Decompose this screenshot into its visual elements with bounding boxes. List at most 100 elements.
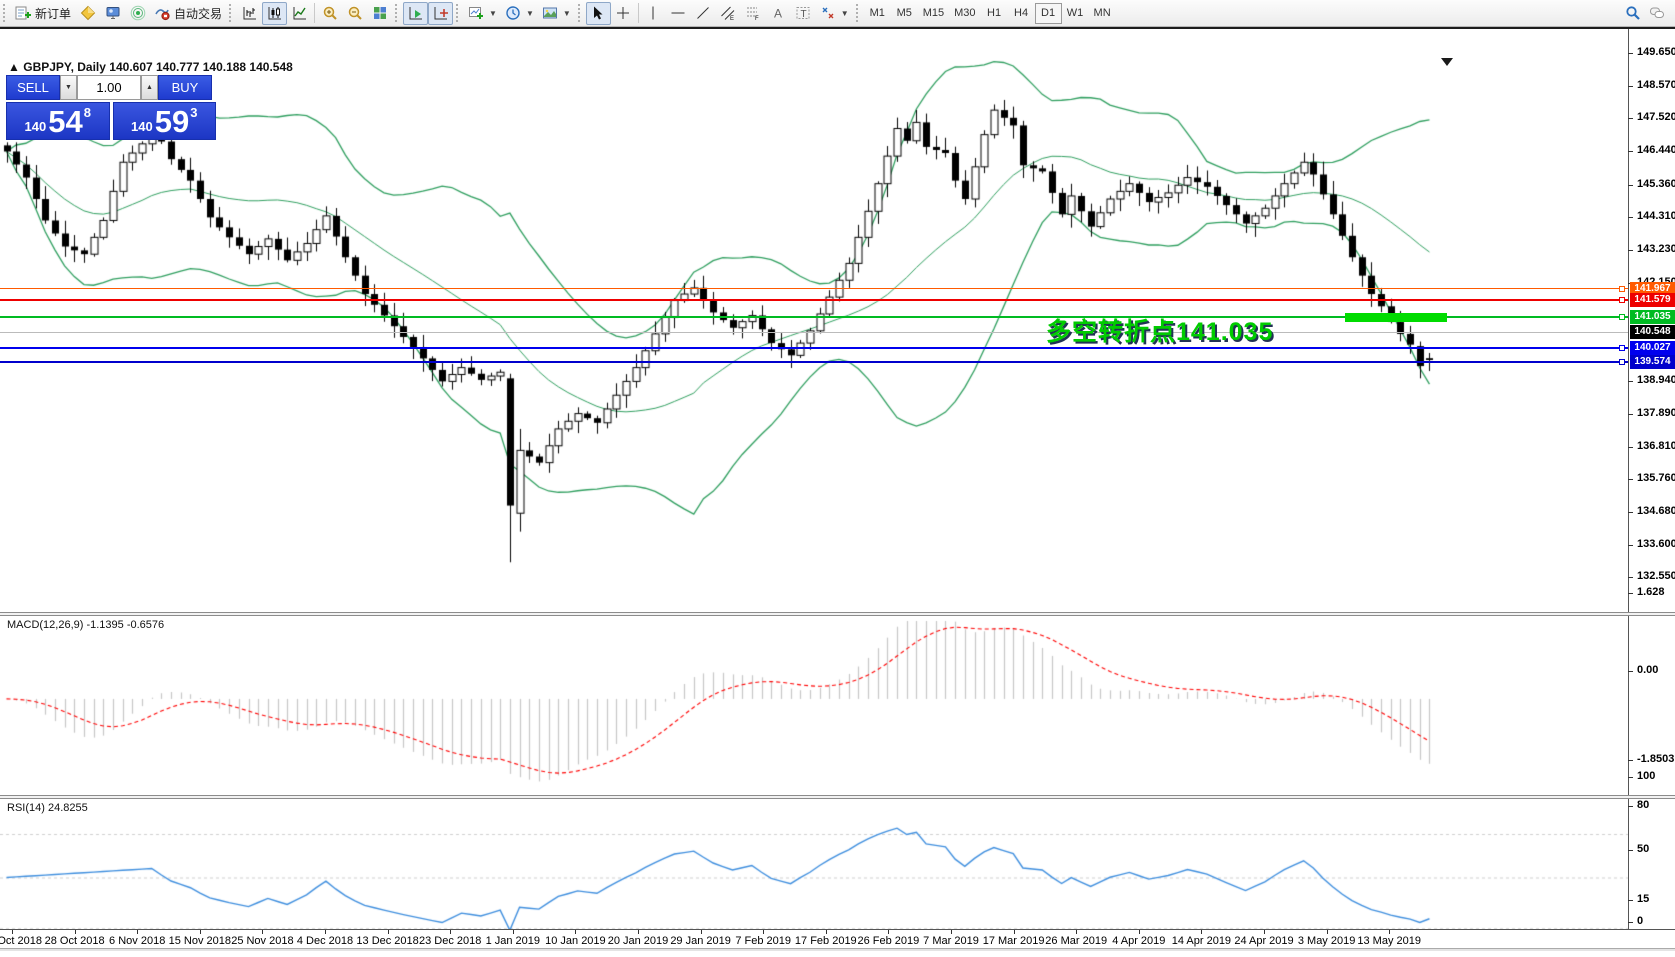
terminal-button[interactable] <box>100 2 125 25</box>
templates-dropdown[interactable]: ▼ <box>538 2 575 25</box>
price-tick <box>1628 86 1633 88</box>
text-button[interactable]: A <box>766 2 791 25</box>
channel-button[interactable]: E <box>716 2 741 25</box>
price-tick <box>1628 446 1633 448</box>
horizontal-level-line[interactable] <box>0 360 1628 363</box>
arrows-dropdown[interactable]: ▼ <box>816 2 853 25</box>
chat-icon[interactable] <box>1649 5 1665 21</box>
timeframe-button-w1[interactable]: W1 <box>1066 7 1084 19</box>
timeframe-button-d1[interactable]: D1 <box>1034 2 1062 24</box>
clock-icon <box>506 6 520 20</box>
date-tick <box>387 930 389 934</box>
metaeditor-button[interactable] <box>75 2 100 25</box>
auto-scroll-button[interactable] <box>403 1 429 25</box>
hline-handle[interactable] <box>1619 314 1625 321</box>
timeframe-button-m1[interactable]: M1 <box>869 7 885 19</box>
macd-canvas[interactable] <box>0 616 1628 795</box>
hline-handle[interactable] <box>1619 358 1625 365</box>
hline-handle[interactable] <box>1619 297 1625 304</box>
new-order-button[interactable]: 新订单 <box>11 2 75 25</box>
horizontal-line-button[interactable] <box>666 2 691 25</box>
autotrading-button[interactable]: 自动交易 <box>150 2 226 25</box>
sell-button[interactable]: SELL <box>6 75 60 100</box>
zoom-out-button[interactable] <box>342 2 367 25</box>
price-level-label: 141.967 <box>1630 281 1675 296</box>
price-tick <box>1628 216 1633 218</box>
pane-splitter[interactable] <box>0 795 1675 799</box>
date-label: 6 Nov 2018 <box>109 935 166 947</box>
candlestick-canvas[interactable] <box>0 57 1628 612</box>
candlestick-chart-button[interactable] <box>262 1 288 25</box>
price-level-label: 141.035 <box>1630 310 1675 325</box>
date-tick <box>450 930 452 934</box>
buy-price-prefix: 140 <box>131 119 153 134</box>
price-tick-label: 148.570 <box>1637 79 1675 92</box>
caret-down-icon: ▼ <box>489 8 497 18</box>
sell-price-sup: 8 <box>83 105 91 120</box>
timeframe-button-m15[interactable]: M15 <box>922 7 945 19</box>
horizontal-level-line[interactable] <box>0 299 1628 302</box>
bar-chart-icon <box>243 7 256 20</box>
vertical-line-button[interactable] <box>641 2 666 25</box>
tile-windows-button[interactable] <box>367 2 392 25</box>
trendline-button[interactable] <box>691 2 716 25</box>
svg-text:F: F <box>755 16 759 21</box>
toolbar-grip <box>229 4 234 22</box>
zoom-in-button[interactable] <box>317 2 342 25</box>
toolbar-grip <box>456 4 461 22</box>
date-tick <box>1264 930 1265 934</box>
date-label: 29 Jan 2019 <box>670 935 731 947</box>
toolbar-separator <box>637 3 639 23</box>
highlight-bar[interactable] <box>1345 313 1447 322</box>
price-level-label: 140.548 <box>1630 325 1675 339</box>
pivot-annotation[interactable]: 多空转折点141.035 <box>1046 318 1274 346</box>
period-dropdown[interactable]: ▼ <box>501 2 538 25</box>
sell-price-main: 54 <box>48 104 83 139</box>
rsi-tick <box>1628 849 1633 851</box>
text-label-button[interactable]: T <box>791 2 816 25</box>
chart-shift-button[interactable] <box>428 1 454 25</box>
horizontal-level-line[interactable] <box>0 316 1628 319</box>
price-pane[interactable]: ▲ GBPJPY, Daily 140.607 140.777 140.188 … <box>0 57 1675 612</box>
crosshair-button[interactable] <box>611 2 636 25</box>
bar-chart-button[interactable] <box>237 2 262 25</box>
line-chart-button[interactable] <box>287 2 312 25</box>
volume-decrease-button[interactable]: ▼ <box>60 75 77 100</box>
pane-splitter[interactable] <box>0 612 1675 616</box>
collapse-arrow-icon[interactable]: ▲ <box>8 60 20 74</box>
timeframe-button-h4[interactable]: H4 <box>1014 7 1029 19</box>
sell-price-box[interactable]: 140 54 8 <box>6 102 110 140</box>
price-tick <box>1628 413 1633 415</box>
caret-down-icon: ▼ <box>525 8 534 18</box>
price-tick-label: 147.520 <box>1637 111 1675 124</box>
price-tick-label: 149.650 <box>1637 46 1675 58</box>
timeframe-button-mn[interactable]: MN <box>1093 7 1111 19</box>
macd-pane[interactable]: MACD(12,26,9) -1.1395 -0.6576 <box>0 616 1675 795</box>
cursor-button[interactable] <box>585 1 611 25</box>
buy-price-box[interactable]: 140 59 3 <box>112 102 216 140</box>
macd-tick-label: -1.8503 <box>1637 752 1675 765</box>
chart-end-marker[interactable] <box>1441 58 1453 66</box>
new-chart-dropdown[interactable]: ▼ <box>464 2 501 25</box>
volume-increase-button[interactable]: ▲ <box>141 75 158 100</box>
timeframe-button-h1[interactable]: H1 <box>987 7 1002 19</box>
search-icon[interactable] <box>1625 5 1641 21</box>
signal-button[interactable] <box>125 2 150 25</box>
timeframe-button-m5[interactable]: M5 <box>896 7 912 19</box>
hline-handle[interactable] <box>1619 345 1625 351</box>
toolbar-separator <box>314 3 316 23</box>
bid-price-line[interactable] <box>0 331 1628 333</box>
date-tick <box>575 930 577 934</box>
svg-text:E: E <box>730 16 734 21</box>
fibonacci-button[interactable]: F <box>741 2 766 25</box>
buy-price-sup: 3 <box>190 105 198 120</box>
horizontal-level-line[interactable] <box>0 347 1628 349</box>
timeframe-button-m30[interactable]: M30 <box>954 7 976 19</box>
buy-button[interactable]: BUY <box>158 75 212 100</box>
price-tick-label: 138.940 <box>1637 374 1675 387</box>
volume-input[interactable]: 1.00 <box>77 75 141 100</box>
hline-handle[interactable] <box>1619 285 1625 292</box>
date-tick <box>12 930 13 934</box>
horizontal-level-line[interactable] <box>0 288 1628 289</box>
